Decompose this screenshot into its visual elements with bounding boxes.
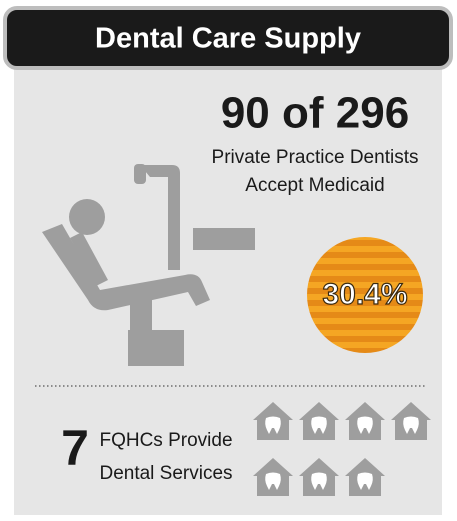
house-icon [391,402,431,440]
subtitle-line: Accept Medicaid [245,175,384,196]
house-icon [345,402,385,440]
percent-label: 30.4% [322,278,407,311]
house-icon [345,458,385,496]
house-icons [253,402,431,496]
header-bar [3,6,453,70]
fqhc-count: 7 [61,420,89,476]
percent-circle [307,237,423,353]
dental-chair-icon [42,164,255,366]
house-icon [253,458,293,496]
house-icon [299,402,339,440]
fqhc-line: FQHCs Provide [99,430,232,451]
house-icon [299,458,339,496]
header-title: Dental Care Supply [95,23,361,55]
fqhc-line: Dental Services [99,463,232,484]
subtitle-line: Private Practice Dentists [212,147,419,168]
house-icon [253,402,293,440]
headline: 90 of 296 [221,89,409,138]
